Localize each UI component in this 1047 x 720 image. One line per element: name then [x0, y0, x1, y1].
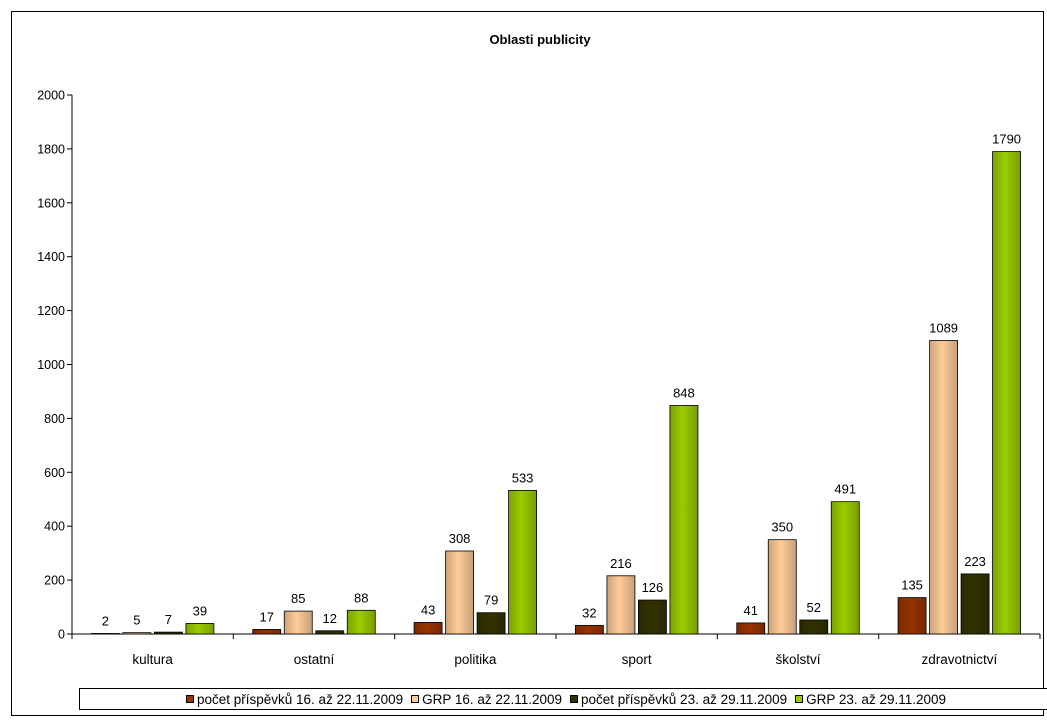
x-tick-label: kultura: [132, 652, 173, 667]
x-tick-label: ostatní: [294, 652, 335, 667]
bar: [929, 340, 958, 635]
bar: [252, 629, 282, 635]
y-tick-label: 1800: [37, 142, 65, 156]
data-label: 79: [484, 593, 498, 608]
bar: [830, 501, 860, 635]
y-tick-label: 2000: [37, 89, 65, 103]
legend-label: GRP 16. až 22.11.2009: [422, 691, 562, 707]
data-label: 1089: [929, 321, 958, 336]
legend-label: počet příspěvků 23. až 29.11.2009: [581, 691, 788, 707]
data-label: 5: [133, 613, 140, 628]
legend-swatch: [570, 695, 578, 703]
y-tick-label: 600: [44, 466, 65, 480]
data-label: 2: [102, 613, 109, 628]
data-label: 88: [354, 590, 368, 605]
legend-item: GRP 16. až 22.11.2009: [411, 692, 562, 707]
y-tick-label: 1000: [37, 358, 65, 372]
legend-item: počet příspěvků 16. až 22.11.2009: [185, 691, 404, 707]
y-tick-label: 1600: [37, 196, 65, 210]
data-label: 12: [323, 611, 337, 626]
bar: [283, 610, 313, 635]
x-tick-label: zdravotnictví: [921, 652, 997, 667]
bar: [669, 405, 699, 635]
bar: [91, 633, 120, 635]
y-tick-label: 200: [44, 574, 65, 588]
legend-swatch: [795, 695, 804, 703]
bar: [122, 632, 152, 635]
bar: [767, 539, 797, 635]
data-label: 848: [673, 385, 695, 400]
bar: [992, 151, 1021, 635]
chart-title: Oblasti publicity: [489, 32, 591, 47]
bar: [638, 599, 667, 635]
bar: [346, 609, 376, 635]
bars: [91, 151, 1021, 635]
data-label: 223: [964, 554, 986, 569]
data-label: 216: [610, 556, 632, 571]
data-label: 1790: [992, 132, 1021, 147]
data-label: 135: [901, 578, 923, 593]
data-labels: 2 5 7 39 17 85 12 88 43 308 79 533 32 216 126 848 41 350 5…: [102, 132, 1021, 629]
bar: [476, 612, 506, 635]
bar: [154, 631, 183, 635]
x-tick-label: školství: [775, 652, 820, 667]
bar: [185, 623, 215, 635]
legend-item: počet příspěvků 23. až 29.11.2009: [570, 692, 787, 707]
data-label: 32: [582, 605, 596, 620]
bar: [606, 575, 636, 635]
bar: [413, 622, 443, 635]
bar: [445, 550, 474, 635]
bar: [575, 624, 604, 635]
legend-label: počet příspěvků 16. až 22.11.2009: [196, 691, 404, 707]
bar: [897, 597, 927, 635]
data-label: 43: [421, 602, 435, 617]
y-tick-label: 400: [44, 520, 65, 534]
x-tick-label: politika: [454, 652, 497, 667]
legend-swatch: [185, 695, 194, 703]
y-tick-label: 1400: [37, 250, 65, 264]
axes: 0 200 400 600 800 1000 1200 1400 1600 1800 2000 kul…: [37, 89, 1041, 667]
data-label: 7: [165, 612, 172, 627]
legend-swatch: [411, 695, 420, 703]
data-label: 350: [771, 520, 793, 535]
bar: [736, 622, 766, 635]
data-label: 39: [193, 603, 207, 618]
bar: [960, 573, 990, 635]
legend: počet příspěvků 16. až 22.11.2009 GRP 16.…: [79, 688, 1047, 710]
bar: [508, 489, 537, 635]
bar: [799, 619, 829, 635]
data-label: 126: [642, 580, 664, 595]
data-label: 41: [744, 603, 758, 618]
data-label: 17: [260, 609, 274, 624]
data-label: 52: [807, 600, 821, 615]
data-label: 491: [834, 482, 856, 497]
x-tick-label: sport: [622, 652, 652, 667]
bar: [315, 630, 345, 635]
data-label: 308: [449, 531, 471, 546]
legend-item: GRP 23. až 29.11.2009: [795, 692, 946, 707]
data-label: 533: [512, 470, 534, 485]
data-label: 85: [291, 591, 305, 606]
y-tick-label: 1200: [37, 304, 65, 318]
legend-label: GRP 23. až 29.11.2009: [806, 691, 947, 707]
y-tick-label: 800: [44, 412, 65, 426]
y-tick-label: 0: [58, 628, 65, 642]
